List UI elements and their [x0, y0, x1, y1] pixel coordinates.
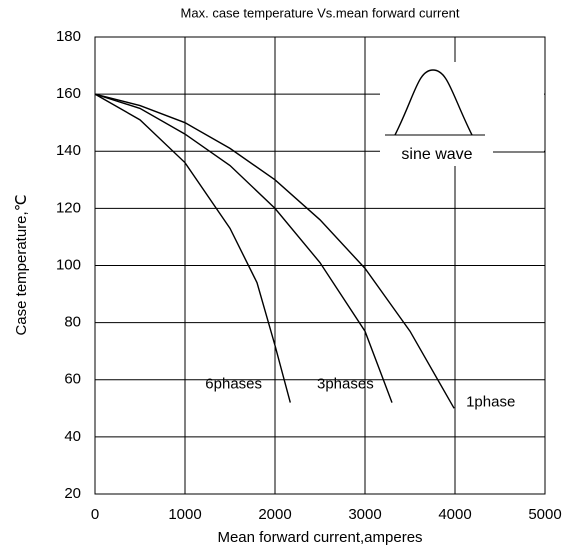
- x-axis-label: Mean forward current,amperes: [217, 529, 422, 546]
- series-line: [94, 93, 455, 409]
- inset-sine: [394, 69, 473, 136]
- y-tick-label: 40: [64, 428, 81, 445]
- y-tick-label: 100: [56, 256, 81, 273]
- y-tick-label: 80: [64, 314, 81, 331]
- series-label: 6phases: [205, 376, 262, 393]
- inset-label: sine wave: [401, 146, 472, 163]
- y-tick-label: 180: [56, 28, 81, 45]
- x-tick-label: 5000: [528, 506, 561, 523]
- series-label: 1phase: [466, 393, 515, 410]
- x-tick-label: 2000: [258, 506, 291, 523]
- y-tick-label: 140: [56, 142, 81, 159]
- y-tick-label: 120: [56, 199, 81, 216]
- x-tick-label: 4000: [438, 506, 471, 523]
- y-tick-label: 160: [56, 85, 81, 102]
- plot-frame: [94, 36, 546, 495]
- x-tick-label: 1000: [168, 506, 201, 523]
- chart-title: Max. case temperature Vs.mean forward cu…: [181, 5, 460, 20]
- x-tick-label: 0: [91, 506, 99, 523]
- series-line: [94, 93, 393, 403]
- series-label: 3phases: [317, 376, 374, 393]
- x-tick-label: 3000: [348, 506, 381, 523]
- y-tick-label: 20: [64, 485, 81, 502]
- y-tick-label: 60: [64, 371, 81, 388]
- y-axis-label: Case temperature,℃: [13, 194, 30, 335]
- series-line: [94, 93, 291, 403]
- inset-background: [380, 38, 544, 166]
